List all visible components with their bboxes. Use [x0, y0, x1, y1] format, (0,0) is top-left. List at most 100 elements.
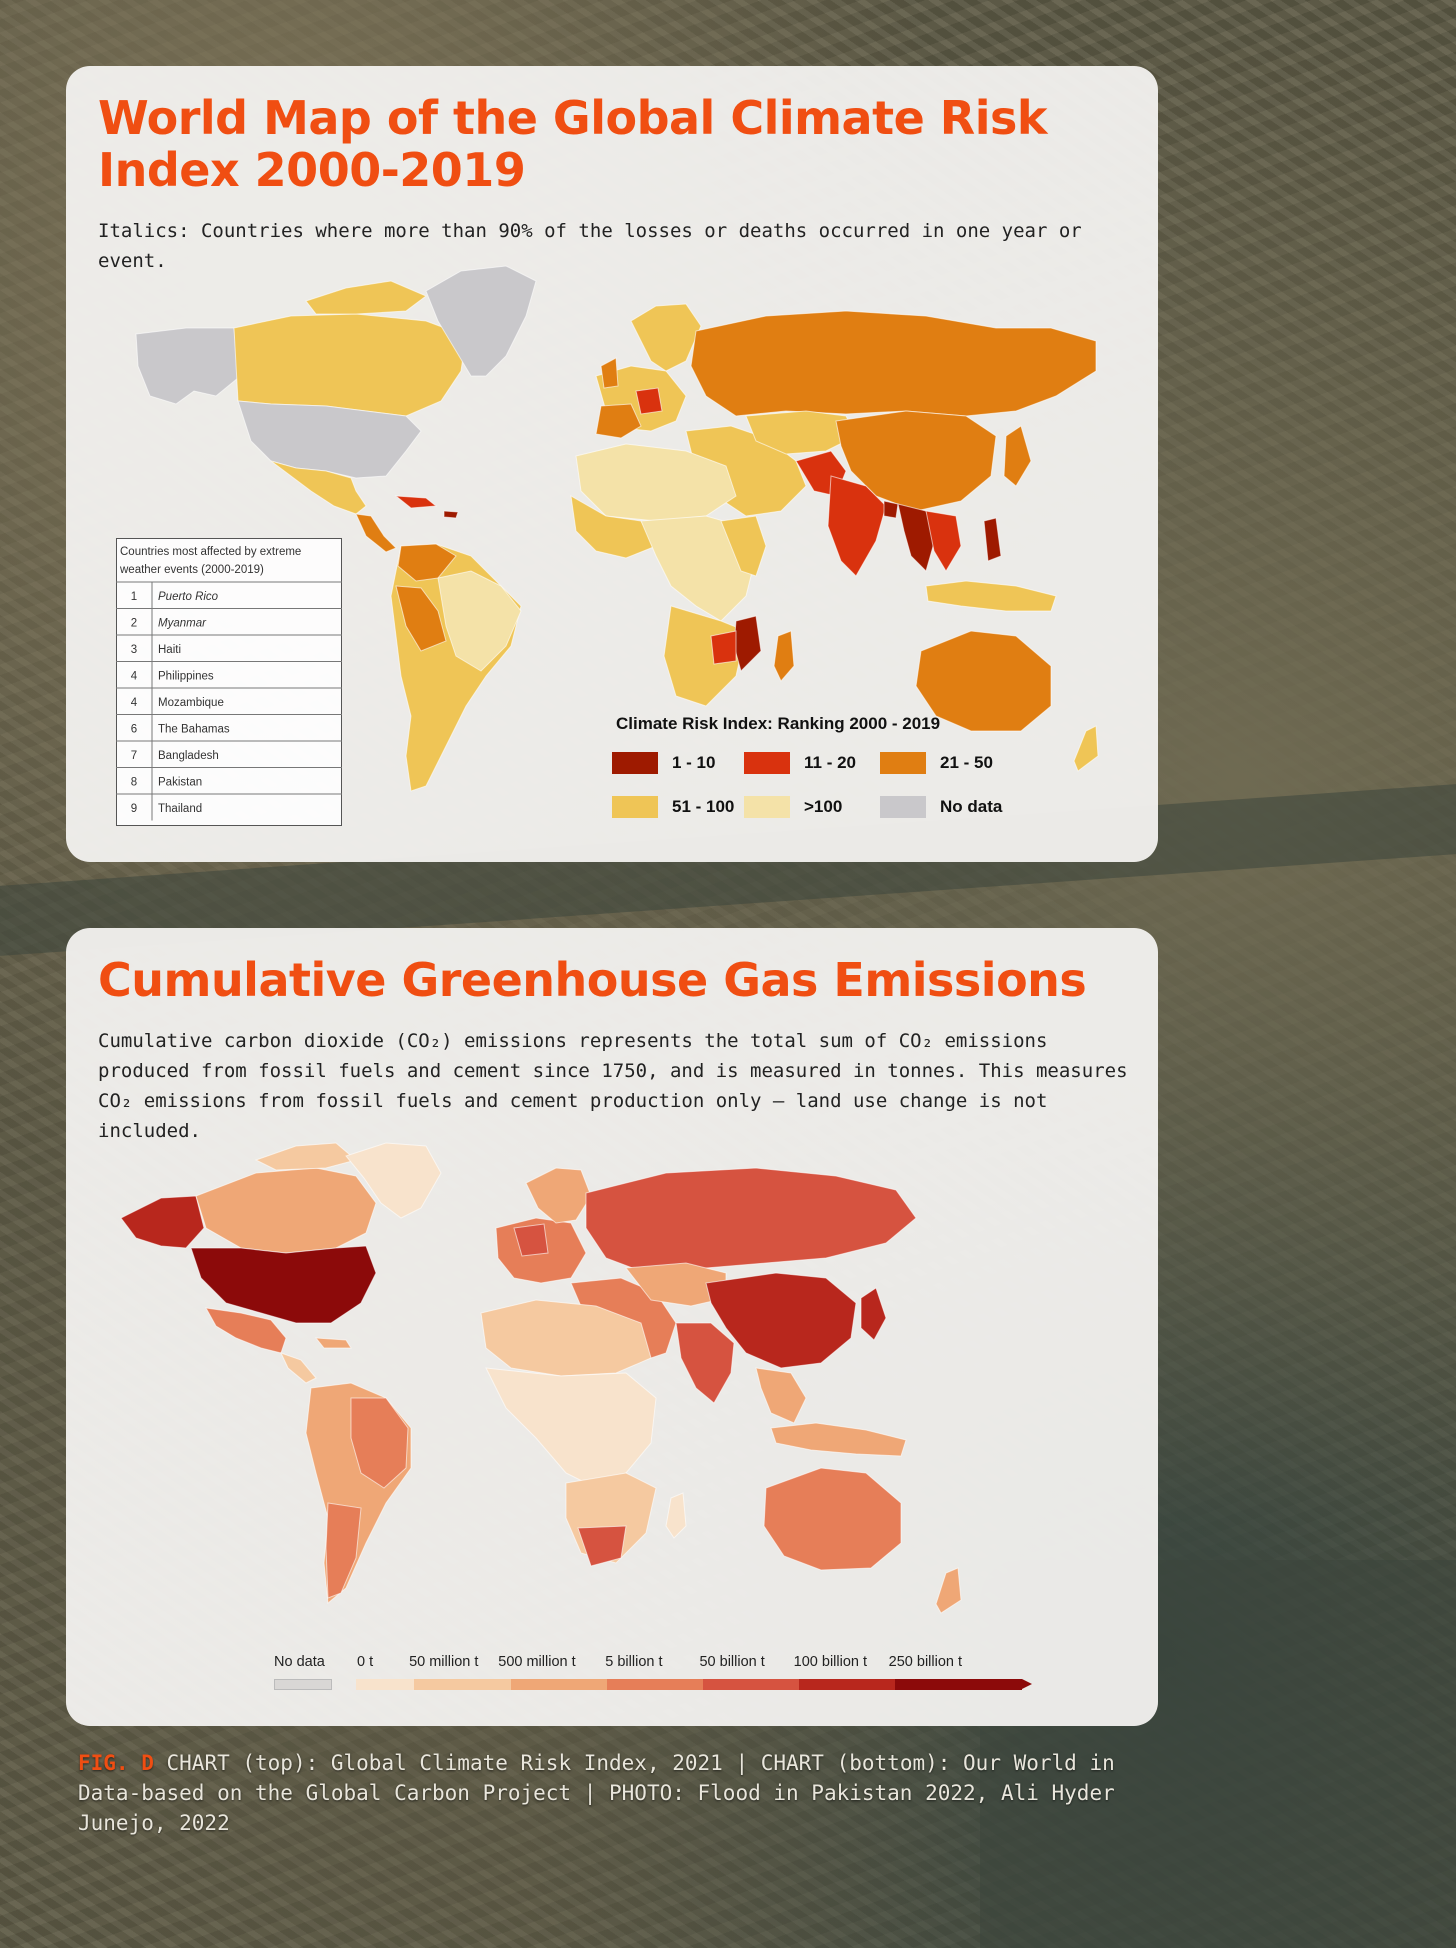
emis-region-caribbean — [314, 1337, 352, 1349]
emis-region-japan-korea — [860, 1287, 887, 1341]
emis-region-alaska — [120, 1195, 205, 1249]
risk-legend-swatch — [880, 752, 926, 774]
emissions-legend-tick: 500 million t — [498, 1654, 576, 1670]
table-country-cell: Pakistan — [158, 777, 202, 789]
emis-region-usa — [190, 1245, 377, 1324]
table-rank-cell: 6 — [131, 724, 137, 736]
map-region-canada — [233, 313, 467, 417]
emissions-scale-segment — [511, 1679, 607, 1690]
figure-caption: FIG. D CHART (top): Global Climate Risk … — [78, 1748, 1138, 1838]
map-region-china — [835, 410, 997, 512]
table-rank-cell: 7 — [131, 750, 137, 762]
risk-legend-label: 51 - 100 — [672, 797, 735, 816]
table-country-cell: Mozambique — [158, 697, 224, 709]
table-rank-cell: 4 — [131, 671, 138, 683]
emissions-scale-segment — [799, 1679, 895, 1690]
risk-legend-title: Climate Risk Index: Ranking 2000 - 2019 — [616, 714, 941, 733]
map-region-germany — [635, 387, 663, 415]
risk-legend-label: No data — [940, 797, 1003, 816]
risk-legend-swatch — [612, 752, 658, 774]
emissions-scale-segment — [895, 1679, 1022, 1690]
map-region-north-africa — [575, 443, 737, 522]
table-country-cell: The Bahamas — [158, 724, 230, 736]
table-country-cell: Myanmar — [158, 618, 207, 630]
risk-legend-label: 11 - 20 — [804, 753, 856, 772]
map-region-central-america — [355, 513, 397, 553]
emis-region-southeast-asia — [755, 1367, 807, 1424]
risk-legend-label: >100 — [804, 797, 843, 816]
emis-region-canada — [195, 1167, 377, 1254]
map-region-mexico — [270, 460, 367, 515]
emis-region-china — [705, 1272, 857, 1369]
map-region-southern-africa — [663, 605, 747, 707]
table-header-line-2: weather events (2000-2019) — [119, 564, 264, 576]
emissions-legend-tick: 100 billion t — [793, 1654, 868, 1670]
emissions-legend-tick: 0 t — [357, 1654, 374, 1670]
emissions-scale-segment — [607, 1679, 703, 1690]
risk-legend-label: 21 - 50 — [940, 753, 993, 772]
map-region-uk — [600, 357, 619, 389]
map-region-peru-bolivia — [395, 585, 447, 652]
risk-legend-swatch — [880, 796, 926, 818]
map-region-australia — [915, 630, 1052, 732]
map-region-canada-islands — [305, 280, 427, 315]
map-region-india — [827, 475, 887, 577]
map-region-russia — [690, 310, 1097, 417]
emissions-world-map — [120, 1142, 962, 1614]
map-region-east-africa — [720, 515, 767, 577]
map-region-west-africa — [570, 495, 657, 559]
table-rank-cell: 4 — [131, 697, 138, 709]
emissions-card: Cumulative Greenhouse Gas Emissions Cumu… — [66, 928, 1158, 1726]
emis-region-germany-uk — [513, 1223, 549, 1257]
map-region-japan — [1003, 425, 1032, 487]
emis-region-greenland — [345, 1142, 442, 1219]
figure-caption-text: CHART (top): Global Climate Risk Index, … — [78, 1751, 1115, 1835]
emis-region-australia — [763, 1467, 902, 1571]
emis-region-central-africa — [485, 1367, 657, 1489]
emis-region-indonesia — [770, 1422, 907, 1457]
emis-region-new-zealand — [935, 1567, 962, 1614]
map-region-zimbabwe-malawi — [710, 630, 737, 665]
table-country-cell: Haiti — [158, 644, 181, 656]
emis-region-madagascar — [665, 1492, 687, 1539]
risk-legend-swatch — [612, 796, 658, 818]
table-rank-cell: 3 — [131, 644, 137, 656]
emissions-title: Cumulative Greenhouse Gas Emissions — [98, 953, 1087, 1007]
map-region-scandinavia — [630, 303, 702, 372]
map-region-caribbean — [394, 495, 438, 509]
table-rank-cell: 8 — [131, 777, 137, 789]
most-affected-table: Countries most affected by extreme weath… — [116, 538, 342, 826]
figure-label: FIG. D — [78, 1751, 154, 1775]
emissions-legend-tick: 50 million t — [409, 1654, 479, 1670]
table-rank-cell: 2 — [131, 618, 137, 630]
emissions-description: Cumulative carbon dioxide (CO₂) emission… — [98, 1030, 1128, 1142]
map-region-bangladesh — [883, 500, 899, 519]
climate-risk-description: Italics: Countries where more than 90% o… — [98, 220, 1082, 272]
map-region-brazil — [437, 570, 522, 672]
map-region-france-spain — [595, 403, 642, 439]
map-region-new-zealand — [1073, 725, 1099, 772]
table-rank-cell: 1 — [131, 591, 137, 603]
map-region-caribbean-east — [443, 510, 459, 519]
emis-region-russia — [585, 1167, 917, 1274]
emis-region-brazil — [350, 1397, 409, 1489]
emissions-scale-segment — [703, 1679, 799, 1690]
emissions-legend-no-data-label: No data — [274, 1654, 325, 1670]
table-country-cell: Bangladesh — [158, 750, 219, 762]
emis-region-south-africa — [577, 1525, 627, 1567]
table-country-cell: Thailand — [158, 803, 202, 815]
map-region-greenland — [425, 265, 537, 377]
climate-risk-world-map — [135, 265, 1099, 792]
emissions-legend-tick: 50 billion t — [699, 1654, 765, 1670]
climate-risk-card: World Map of the Global Climate Risk Ind… — [66, 66, 1158, 862]
emissions-legend-tick: 250 billion t — [888, 1654, 963, 1670]
emissions-legend-no-data-swatch — [274, 1679, 332, 1690]
risk-legend-swatch — [744, 752, 790, 774]
emis-region-india — [675, 1322, 735, 1404]
emis-region-central-america — [280, 1352, 317, 1384]
table-rank-cell: 9 — [131, 803, 137, 815]
climate-risk-title: World Map of the Global Climate Risk Ind… — [98, 91, 1047, 197]
map-region-indochina — [925, 510, 962, 572]
emissions-scale-segment — [356, 1679, 414, 1690]
emissions-legend-tick: 5 billion t — [605, 1654, 663, 1670]
